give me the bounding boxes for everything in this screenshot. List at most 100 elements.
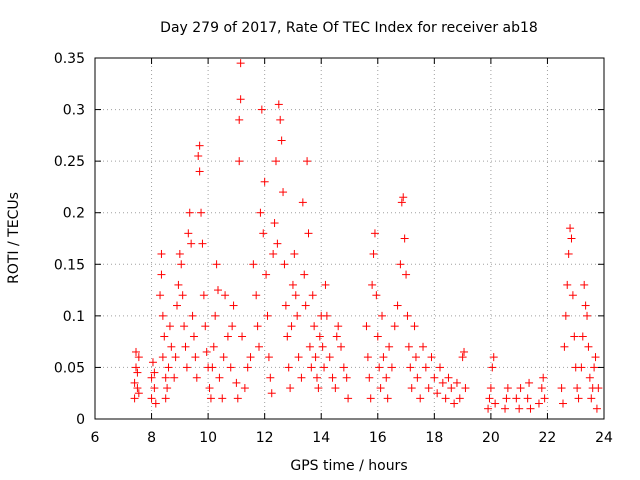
chart-title: Day 279 of 2017, Rate Of TEC Index for r… — [160, 20, 538, 36]
data-point — [404, 342, 413, 351]
data-point — [298, 198, 307, 207]
data-point — [215, 373, 224, 382]
data-point — [567, 234, 576, 243]
data-point — [262, 270, 271, 279]
data-point — [273, 239, 282, 248]
data-point — [290, 249, 299, 258]
data-point — [256, 208, 265, 217]
data-point — [310, 322, 319, 331]
data-point — [221, 291, 230, 300]
data-point — [246, 353, 255, 362]
data-point — [160, 332, 169, 341]
data-point — [331, 384, 340, 393]
data-point — [130, 394, 139, 403]
data-point — [180, 322, 189, 331]
data-point — [147, 394, 156, 403]
data-point — [489, 353, 498, 362]
data-point — [460, 347, 469, 356]
data-point — [363, 353, 372, 362]
data-point — [311, 353, 320, 362]
data-point — [191, 353, 200, 362]
data-point — [373, 332, 382, 341]
data-point — [271, 157, 280, 166]
data-point — [267, 389, 276, 398]
data-point — [332, 332, 341, 341]
data-point — [249, 260, 258, 269]
data-point — [325, 353, 334, 362]
data-point — [236, 59, 245, 68]
data-point — [235, 115, 244, 124]
data-point — [557, 384, 566, 393]
data-point — [151, 399, 160, 408]
x-axis-label: GPS time / hours — [290, 458, 407, 474]
data-point — [424, 384, 433, 393]
data-point — [400, 234, 409, 243]
data-point — [167, 342, 176, 351]
data-point — [187, 239, 196, 248]
data-point — [223, 332, 232, 341]
data-point — [308, 291, 317, 300]
data-point — [192, 373, 201, 382]
data-point — [525, 378, 534, 387]
y-axis-label: ROTI / TECUs — [6, 192, 22, 284]
data-point — [488, 363, 497, 372]
data-point — [170, 373, 179, 382]
data-point — [580, 280, 589, 289]
data-point — [455, 394, 464, 403]
plot-frame — [94, 57, 605, 420]
x-tick-label: 8 — [147, 430, 156, 446]
data-point — [198, 239, 207, 248]
data-point — [255, 342, 264, 351]
data-point — [379, 353, 388, 362]
data-point — [320, 363, 329, 372]
data-point — [130, 378, 139, 387]
data-point — [157, 270, 166, 279]
data-point — [294, 353, 303, 362]
data-point — [174, 280, 183, 289]
x-tick-label: 18 — [425, 430, 443, 446]
data-point — [484, 404, 493, 413]
data-point — [158, 311, 167, 320]
data-point — [148, 358, 157, 367]
data-point — [163, 384, 172, 393]
data-points — [130, 59, 603, 413]
data-point — [284, 363, 293, 372]
x-tick-label: 10 — [199, 430, 217, 446]
data-point — [281, 301, 290, 310]
data-point — [397, 198, 406, 207]
data-point — [430, 373, 439, 382]
data-point — [370, 229, 379, 238]
data-point — [366, 394, 375, 403]
data-point — [199, 291, 208, 300]
data-point — [421, 363, 430, 372]
data-point — [184, 229, 193, 238]
data-point — [406, 363, 415, 372]
data-point — [375, 363, 384, 372]
grid-lines — [95, 58, 604, 419]
data-point — [243, 363, 252, 372]
data-point — [570, 332, 579, 341]
data-point — [435, 363, 444, 372]
data-point — [312, 373, 321, 382]
x-tick-label: 12 — [256, 430, 274, 446]
data-point — [211, 311, 220, 320]
data-point — [253, 322, 262, 331]
data-point — [486, 384, 495, 393]
data-point — [240, 384, 249, 393]
data-point — [279, 188, 288, 197]
data-point — [235, 157, 244, 166]
x-tick-label: 20 — [482, 430, 500, 446]
data-point — [132, 363, 141, 372]
data-point — [452, 378, 461, 387]
data-point — [539, 373, 548, 382]
data-point — [564, 249, 573, 258]
data-point — [587, 394, 596, 403]
data-point — [206, 394, 215, 403]
data-point — [236, 95, 245, 104]
data-point — [491, 399, 500, 408]
data-point — [182, 363, 191, 372]
data-point — [566, 224, 575, 233]
data-point — [291, 291, 300, 300]
data-point — [263, 311, 272, 320]
